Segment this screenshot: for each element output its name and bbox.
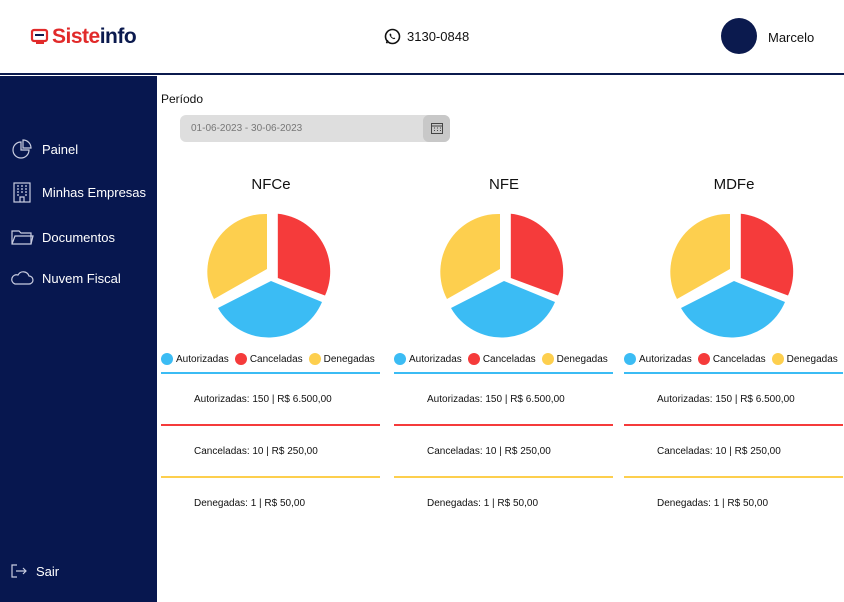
logo-text-siste: Siste: [52, 25, 100, 48]
divider-denegadas: [161, 476, 380, 478]
stat-canceladas: Canceladas: 10 | R$ 250,00: [194, 445, 318, 457]
slice-canceladas: [510, 213, 564, 296]
panel-title: NFE: [489, 176, 519, 193]
whatsapp-icon: [384, 28, 401, 45]
pie-chart: [440, 213, 564, 338]
legend-denegadas: Denegadas: [771, 353, 838, 365]
slice-autorizadas: [451, 281, 555, 338]
date-range-value: 01-06-2023 - 30-06-2023: [191, 123, 303, 134]
divider-canceladas: [394, 424, 613, 426]
stat-canceladas: Canceladas: 10 | R$ 250,00: [657, 445, 781, 457]
stat-denegadas: Denegadas: 1 | R$ 50,00: [194, 497, 306, 509]
slice-canceladas: [740, 213, 794, 296]
stat-canceladas: Canceladas: 10 | R$ 250,00: [427, 445, 551, 457]
period-label: Período: [161, 92, 204, 106]
slice-autorizadas: [681, 281, 785, 338]
stat-autorizadas: Autorizadas: 150 | R$ 6.500,00: [427, 393, 565, 405]
pie-chart: [670, 213, 794, 338]
divider-autorizadas: [624, 372, 843, 374]
sidebar-item-painel[interactable]: Painel: [10, 138, 78, 160]
sisteinfo-logo[interactable]: Sisteinfo: [30, 25, 137, 49]
calendar-button[interactable]: [423, 115, 450, 142]
legend-denegadas: Denegadas: [308, 353, 375, 365]
sidebar: Painel Minhas Empresas Documentos Nuvem …: [0, 76, 157, 602]
sidebar-item-minhas-empresas[interactable]: Minhas Empresas: [10, 181, 146, 203]
divider-canceladas: [624, 424, 843, 426]
divider-autorizadas: [161, 372, 380, 374]
panel-mdfe: MDFe Autorizadas Canceladas Denegadas Au…: [624, 176, 844, 528]
stat-denegadas: Denegadas: 1 | R$ 50,00: [427, 497, 539, 509]
logout-label: Sair: [36, 563, 60, 579]
divider-autorizadas: [394, 372, 613, 374]
legend-canceladas: Canceladas: [467, 353, 536, 365]
cloud-icon: [10, 267, 34, 289]
sidebar-item-documentos[interactable]: Documentos: [10, 226, 115, 248]
slice-autorizadas: [218, 281, 322, 338]
phone-number: 3130-0848: [407, 29, 470, 44]
legend-denegadas: Denegadas: [541, 353, 608, 365]
divider-canceladas: [161, 424, 380, 426]
sidebar-item-nuvem-fiscal[interactable]: Nuvem Fiscal: [10, 267, 121, 289]
legend: Autorizadas Canceladas Denegadas: [161, 353, 381, 365]
sidebar-item-label: Minhas Empresas: [42, 184, 147, 200]
sidebar-item-label: Nuvem Fiscal: [42, 270, 121, 286]
folder-icon: [10, 226, 34, 248]
legend-autorizadas: Autorizadas: [624, 353, 692, 365]
panel-nfe: NFE Autorizadas Canceladas Denegadas Aut…: [394, 176, 614, 528]
user-name[interactable]: Marcelo: [768, 30, 815, 45]
legend-canceladas: Canceladas: [697, 353, 766, 365]
pie-chart: [207, 213, 331, 338]
panel-nfce: NFCe Autorizadas Canceladas Denegadas Au…: [161, 176, 381, 528]
legend-autorizadas: Autorizadas: [161, 353, 229, 365]
slice-denegadas: [440, 213, 500, 299]
pie-chart-icon: [10, 138, 34, 160]
logo-icon: [30, 28, 49, 44]
legend: Autorizadas Canceladas Denegadas: [394, 353, 614, 365]
panel-title: NFCe: [251, 176, 291, 193]
stat-autorizadas: Autorizadas: 150 | R$ 6.500,00: [657, 393, 795, 405]
legend-canceladas: Canceladas: [234, 353, 303, 365]
top-header: Sisteinfo 3130-0848 Marcelo: [0, 0, 844, 75]
main-content: Período 01-06-2023 - 30-06-2023 NFCe Aut…: [157, 76, 844, 602]
stat-denegadas: Denegadas: 1 | R$ 50,00: [657, 497, 769, 509]
slice-denegadas: [670, 213, 730, 299]
divider-denegadas: [394, 476, 613, 478]
divider-denegadas: [624, 476, 843, 478]
calendar-icon: [430, 123, 443, 134]
avatar[interactable]: [721, 18, 757, 54]
legend-autorizadas: Autorizadas: [394, 353, 462, 365]
phone-contact[interactable]: 3130-0848: [384, 28, 469, 45]
stat-autorizadas: Autorizadas: 150 | R$ 6.500,00: [194, 393, 332, 405]
logout-button[interactable]: Sair: [10, 560, 59, 582]
slice-denegadas: [207, 213, 267, 299]
panel-title: MDFe: [713, 176, 755, 193]
slice-canceladas: [277, 213, 331, 296]
logout-icon: [10, 560, 28, 582]
sidebar-item-label: Documentos: [42, 229, 115, 245]
date-range-picker[interactable]: 01-06-2023 - 30-06-2023: [180, 115, 450, 142]
logo-text-info: info: [99, 25, 137, 48]
legend: Autorizadas Canceladas Denegadas: [624, 353, 844, 365]
building-icon: [10, 181, 34, 203]
sidebar-item-label: Painel: [42, 141, 79, 157]
